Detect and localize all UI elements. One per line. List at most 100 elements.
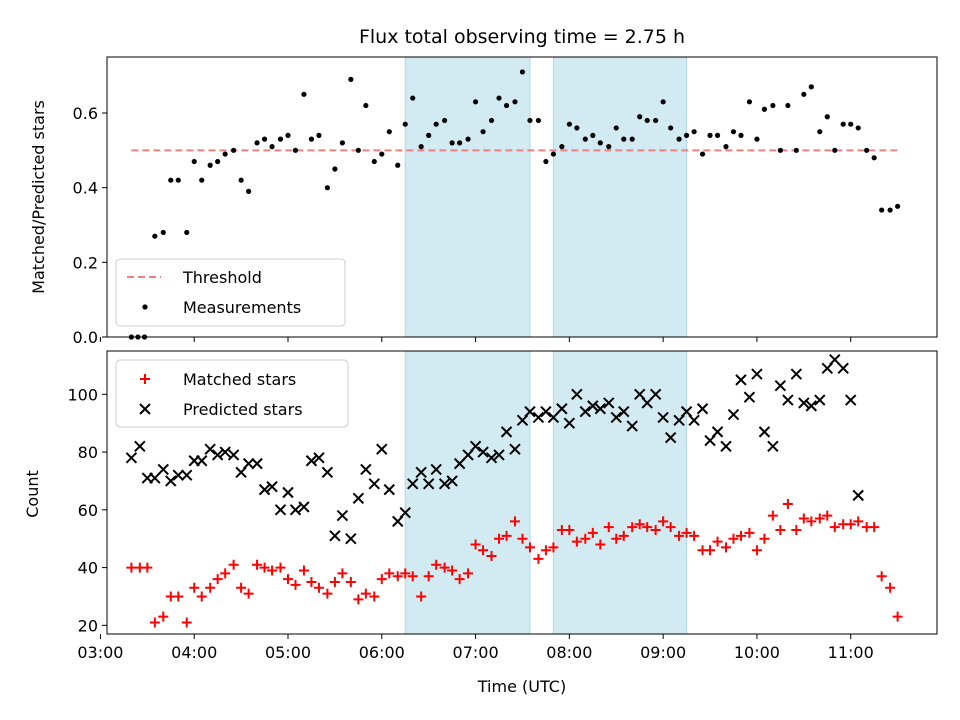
matched-star-point [494, 533, 505, 544]
measurement-point [207, 162, 213, 168]
predicted-star-point [227, 449, 240, 461]
matched-star-point [345, 577, 356, 588]
measurement-point [395, 162, 401, 168]
measurement-point [895, 203, 901, 209]
matched-star-point [712, 536, 723, 547]
measurement-point [449, 140, 455, 146]
predicted-star-point [329, 530, 341, 542]
measurement-point [597, 140, 603, 146]
predicted-star-point [399, 507, 411, 519]
predicted-star-point [563, 417, 576, 429]
x-tick-label: 08:00 [546, 643, 592, 662]
matched-star-point [173, 591, 184, 602]
matched-star-point [470, 539, 481, 550]
predicted-star-point [649, 388, 662, 401]
measurement-point [559, 144, 565, 150]
matched-star-point [642, 522, 653, 533]
bottom-y-axis-label: Count [23, 470, 42, 518]
top-panel: 0.0 0.2 0.4 0.6 Threshold Measurements [73, 56, 938, 347]
predicted-star-point [336, 509, 349, 522]
matched-star-point [798, 513, 809, 524]
matched-star-point [275, 562, 286, 573]
measurement-point [222, 151, 228, 157]
predicted-star-point [477, 446, 489, 458]
matched-star-point [580, 533, 591, 544]
predicted-star-point [446, 475, 458, 487]
matched-star-point [869, 522, 880, 533]
top-shaded-interval-0 [404, 56, 531, 338]
measurement-point [308, 136, 315, 142]
measurement-point [793, 147, 799, 153]
matched-star-point [220, 568, 231, 579]
matched-star-point [892, 611, 903, 622]
predicted-star-point [798, 397, 810, 409]
predicted-star-point [509, 443, 521, 455]
matched-star-point [416, 591, 427, 602]
measurement-point [817, 129, 823, 135]
matched-star-point [509, 516, 520, 527]
x-tick-label: 05:00 [265, 643, 311, 662]
measurement-point [887, 207, 893, 213]
predicted-star-point [500, 426, 513, 438]
top-shaded-interval-1 [552, 56, 688, 338]
measurement-point [238, 177, 244, 183]
predicted-star-point [493, 449, 505, 461]
measurement-point [660, 99, 666, 105]
measurement-point [184, 229, 190, 236]
matched-star-point [392, 571, 403, 582]
predicted-star-point [125, 452, 138, 464]
x-tick-label: 04:00 [171, 643, 217, 662]
predicted-star-point [743, 391, 756, 403]
matched-star-point [360, 588, 371, 599]
matched-star-point [517, 533, 528, 544]
matched-star-point [407, 571, 418, 582]
predicted-star-point [641, 397, 653, 409]
measurement-point [746, 99, 753, 105]
x-axis-label: Time (UTC) [477, 677, 566, 696]
x-tick-label: 07:00 [453, 643, 499, 662]
measurement-point [324, 185, 330, 191]
matched-star-point [158, 611, 169, 622]
measurement-point [754, 136, 760, 142]
predicted-star-point [345, 532, 357, 545]
measurement-point [777, 147, 783, 153]
measurement-point [496, 95, 502, 101]
measurement-point [465, 136, 471, 142]
predicted-star-point [352, 492, 365, 504]
x-tick-label: 09:00 [640, 643, 686, 662]
measurement-point [141, 334, 148, 340]
predicted-star-point [360, 463, 372, 476]
measurement-point [480, 129, 486, 135]
top-y-tick-label: 0.4 [73, 179, 98, 198]
measurement-point [848, 121, 854, 127]
matched-star-point [126, 562, 137, 573]
legend-matched-swatch [140, 374, 150, 384]
matched-star-point [775, 525, 786, 536]
measurement-point [348, 76, 354, 82]
bottom-shaded-interval-0 [404, 350, 531, 635]
matched-star-point [689, 530, 700, 541]
predicted-star-point [610, 411, 622, 424]
predicted-star-point [626, 420, 638, 432]
measurement-point [292, 147, 299, 153]
measurement-point [503, 102, 510, 109]
measurement-point [629, 136, 635, 142]
matched-star-point [705, 545, 716, 556]
predicted-star-point [430, 463, 442, 476]
measurement-point [269, 144, 275, 150]
predicted-star-point [274, 504, 287, 516]
bottom-y-tick-label: 60 [78, 501, 98, 520]
predicted-star-point [814, 394, 826, 406]
predicted-star-point [735, 374, 747, 386]
matched-star-point [571, 536, 582, 547]
measurement-point [277, 136, 284, 142]
predicted-star-point [579, 405, 592, 418]
measurement-point [191, 158, 197, 165]
top-axes-frame [106, 56, 938, 338]
matched-star-point [501, 530, 512, 541]
measurement-point [691, 129, 697, 135]
predicted-star-point [305, 455, 318, 467]
matched-star-point [782, 499, 793, 510]
chart-title: Flux total observing time = 2.75 h [359, 26, 685, 48]
predicted-star-point [289, 504, 302, 516]
